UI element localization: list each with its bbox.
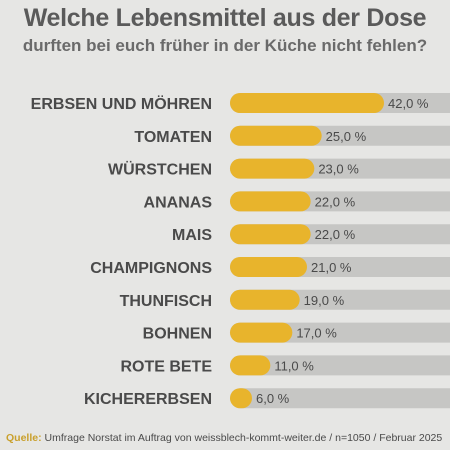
source-note: Quelle: Umfrage Norstat im Auftrag von w… [6, 432, 450, 444]
bar-track [230, 355, 450, 376]
category-label: THUNFISCH [120, 293, 212, 310]
chart-title: Welche Lebensmittel aus der Dose [23, 4, 427, 32]
bar [230, 191, 311, 212]
chart-subtitle: durften bei euch früher in der Küche nic… [22, 36, 428, 55]
value-label: 19,0 % [304, 293, 345, 308]
bar [230, 289, 300, 310]
category-label: ERBSEN UND MÖHREN [31, 94, 212, 113]
value-label: 22,0 % [315, 227, 356, 242]
category-label: ROTE BETE [120, 358, 212, 375]
value-label: 25,0 % [326, 129, 367, 144]
category-label: MAIS [172, 227, 212, 244]
bar [230, 93, 384, 113]
bar [230, 125, 322, 146]
bar-track [230, 388, 450, 409]
value-label: 17,0 % [296, 326, 337, 341]
category-label: KICHERERBSEN [84, 391, 212, 408]
bar [230, 257, 307, 277]
value-label: 42,0 % [388, 96, 429, 111]
category-label: ANANAS [144, 194, 213, 211]
value-label: 6,0 % [256, 391, 290, 406]
category-label: TOMATEN [134, 129, 212, 146]
category-label: WÜRSTCHEN [108, 160, 212, 179]
value-label: 21,0 % [311, 260, 352, 275]
value-label: 23,0 % [318, 162, 359, 177]
bar [230, 355, 271, 376]
category-label: CHAMPIGNONS [90, 260, 212, 277]
source-text: Umfrage Norstat im Auftrag von weissblec… [44, 432, 443, 444]
source-label: Quelle: [6, 432, 42, 444]
value-label: 22,0 % [315, 194, 356, 209]
bar [230, 322, 293, 343]
category-label: BOHNEN [143, 326, 212, 343]
bar [230, 388, 252, 409]
bar [230, 224, 311, 245]
bar [230, 158, 315, 179]
value-label: 11,0 % [274, 358, 314, 373]
